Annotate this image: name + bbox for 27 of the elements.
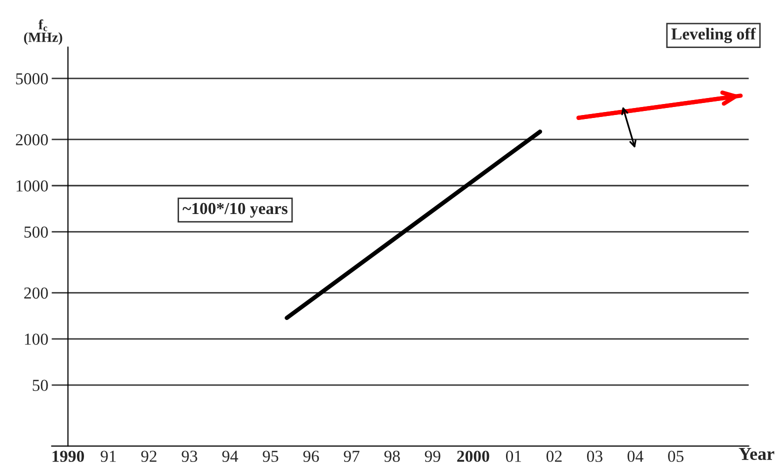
x-tick-label: 97: [344, 450, 360, 462]
x-tick-label: 95: [262, 450, 278, 462]
x-tick-label: 03: [587, 450, 602, 462]
y-tick-label: 100: [24, 334, 48, 345]
x-tick-label: 2000: [457, 450, 490, 462]
x-tick-label: 01: [506, 450, 522, 462]
x-tick-label: 1990: [52, 450, 84, 462]
x-axis-title: Year: [738, 448, 774, 460]
x-tick-label: 94: [222, 450, 238, 462]
y-tick-label: 5000: [16, 73, 48, 84]
x-tick-label: 92: [141, 450, 156, 462]
annotation: ~100*/10 years: [182, 202, 288, 218]
x-tick-label: 96: [303, 450, 319, 462]
y-tick-label: 500: [24, 226, 48, 238]
y-tick-label: 50: [32, 380, 48, 391]
text: Leveling off: [671, 28, 756, 44]
x-tick-label: 05: [668, 450, 684, 462]
x-tick-label: 93: [182, 450, 198, 462]
x-tick-label: 98: [384, 450, 400, 462]
x-tick-label: 99: [424, 450, 440, 462]
y-axis-title: f$_{c}$ (MHz): [24, 19, 62, 45]
x-tick-label: 91: [100, 450, 116, 462]
x-tick-label: 04: [628, 450, 644, 462]
y-tick-label: 2000: [16, 134, 48, 146]
x-tick-label: 02: [546, 450, 562, 462]
y-tick-label: 1000: [16, 180, 48, 192]
y-tick-label: 200: [24, 287, 48, 299]
